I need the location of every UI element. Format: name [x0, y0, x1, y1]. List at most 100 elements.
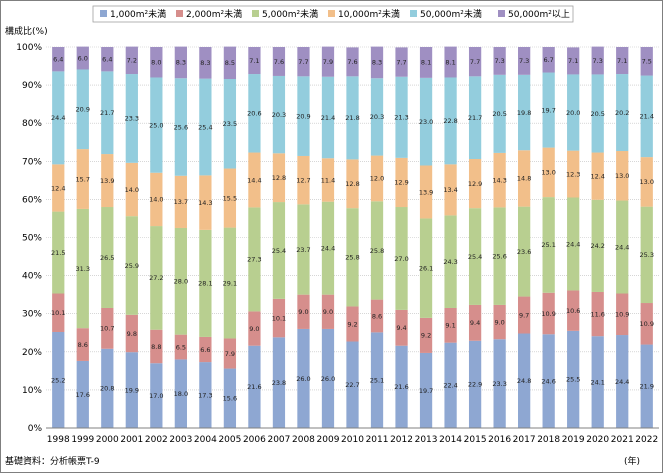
data-label: 25.1: [541, 241, 555, 249]
bar-segment: [591, 152, 604, 200]
data-label: 29.1: [223, 279, 237, 287]
data-label: 8.3: [372, 59, 382, 67]
y-tick-label: 70%: [22, 157, 42, 167]
legend-label: 5,000m²未満: [262, 8, 318, 20]
bar-segment: [52, 71, 65, 165]
y-tick-label: 40%: [22, 272, 42, 282]
bar-segment: [468, 208, 482, 305]
bar-segment: [223, 168, 237, 228]
data-label: 27.3: [247, 256, 261, 264]
data-label: 12.3: [566, 170, 580, 178]
data-label: 8.3: [200, 59, 210, 67]
data-label: 7.7: [470, 58, 480, 66]
bar-segment: [297, 47, 310, 77]
y-tick-label: 100%: [16, 43, 42, 53]
bar-segment: [297, 155, 310, 205]
data-label: 21.9: [639, 383, 653, 391]
bar-segment: [542, 197, 555, 293]
data-label: 6.7: [543, 56, 553, 64]
bar-segment: [493, 74, 506, 153]
bar-segment: [297, 76, 310, 156]
bar-segment: [542, 147, 555, 198]
bar-segment: [248, 47, 261, 75]
bar-segment: [297, 328, 310, 428]
data-label: 10.6: [566, 307, 580, 315]
data-label: 12.4: [590, 172, 604, 180]
data-label: 20.0: [566, 109, 580, 117]
data-label: 25.9: [125, 262, 139, 270]
bar-segment: [591, 336, 604, 428]
data-label: 19.8: [517, 109, 531, 117]
data-label: 8.3: [176, 59, 186, 67]
data-label: 21.3: [394, 114, 408, 122]
legend-swatch: [176, 10, 183, 17]
bar-segment: [518, 333, 531, 428]
bar-segment: [321, 76, 335, 159]
bar-segment: [468, 76, 482, 160]
x-tick-label: 2018: [537, 435, 560, 445]
data-label: 21.5: [51, 249, 65, 257]
data-label: 23.5: [223, 120, 237, 128]
x-tick-label: 2019: [562, 435, 585, 445]
bar-segment: [346, 47, 359, 77]
bar-segment: [395, 157, 408, 208]
bar-segment: [591, 46, 604, 75]
bar-segment: [616, 74, 629, 152]
bar-segment: [616, 151, 629, 201]
legend-label: 2,000m²未満: [186, 8, 242, 20]
data-label: 8.8: [151, 343, 161, 351]
bar-segment: [493, 339, 506, 428]
bar-segment: [223, 46, 237, 80]
data-label: 13.0: [615, 172, 629, 180]
data-label: 20.5: [492, 110, 506, 118]
data-label: 12.8: [272, 174, 286, 182]
bar-segment: [518, 74, 531, 151]
data-label: 22.4: [443, 382, 457, 390]
bar-segment: [125, 314, 138, 353]
bar-segment: [199, 229, 212, 337]
bar-segment: [76, 360, 89, 428]
data-label: 9.8: [127, 330, 137, 338]
bar-segment: [444, 164, 457, 216]
bar-segment: [248, 152, 261, 208]
data-label: 7.1: [617, 57, 627, 65]
bar-segment: [395, 309, 408, 346]
data-label: 24.4: [615, 378, 629, 386]
bar-segment: [395, 207, 408, 310]
data-label: 12.9: [394, 179, 408, 187]
bar-segment: [248, 74, 261, 153]
x-tick-label: 2008: [292, 435, 315, 445]
data-label: 17.3: [198, 391, 212, 399]
y-tick-label: 50%: [22, 234, 42, 244]
data-label: 7.6: [274, 58, 284, 66]
data-label: 26.1: [419, 264, 433, 272]
legend-label: 50,000m²以上: [508, 9, 570, 20]
bar-segment: [640, 344, 653, 428]
legend-swatch: [252, 10, 259, 17]
bar-segment: [248, 311, 261, 346]
data-label: 20.3: [370, 113, 384, 121]
data-label: 6.4: [53, 55, 63, 63]
x-tick-label: 2003: [169, 435, 192, 445]
bar-segment: [518, 47, 531, 75]
x-tick-label: 2015: [464, 435, 487, 445]
y-tick-label: 0%: [28, 424, 43, 434]
data-label: 9.2: [421, 332, 431, 340]
bar-segment: [101, 307, 114, 349]
bar-segment: [444, 46, 457, 78]
legend-label: 1,000m²未満: [110, 8, 166, 20]
legend-swatch: [328, 10, 335, 17]
x-tick-label: 2017: [513, 435, 536, 445]
data-label: 13.9: [419, 188, 433, 196]
data-label: 10.9: [639, 320, 653, 328]
data-label: 19.9: [125, 386, 139, 394]
data-label: 20.8: [100, 385, 114, 393]
bar-segment: [76, 328, 89, 361]
x-tick-label: 2016: [488, 435, 511, 445]
data-label: 10.1: [51, 309, 65, 317]
bar-segment: [52, 211, 65, 294]
data-label: 23.8: [272, 379, 286, 387]
data-label: 13.7: [174, 198, 188, 206]
data-label: 6.6: [200, 346, 210, 354]
bar-segment: [272, 153, 286, 203]
